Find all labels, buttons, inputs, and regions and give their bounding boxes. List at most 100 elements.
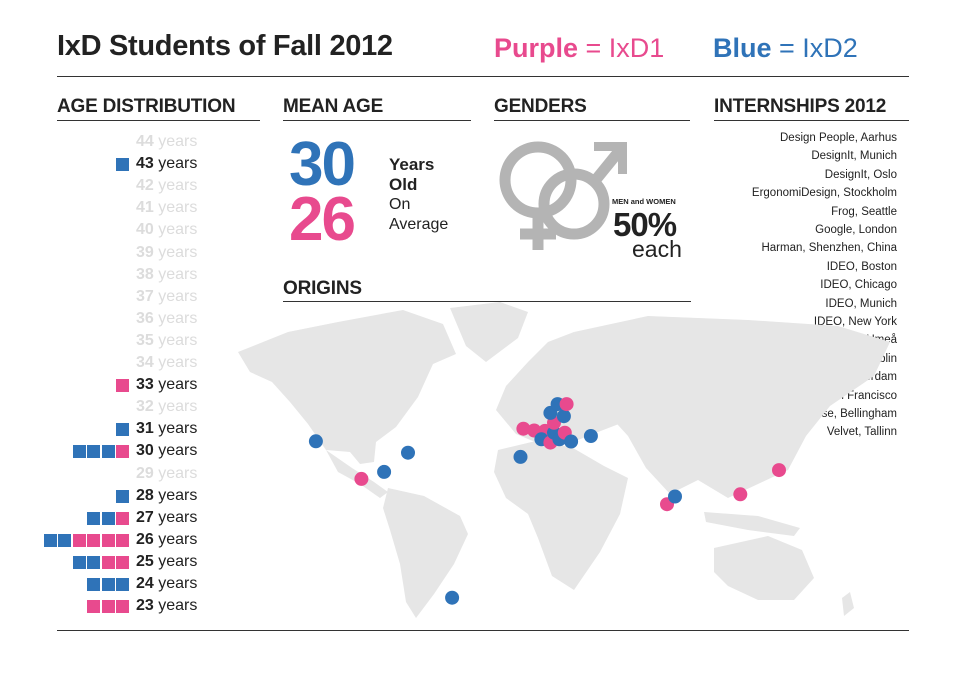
- ixd2-student-square: [116, 158, 129, 172]
- age-row-31: 31 years: [0, 420, 260, 442]
- age-distribution-chart: 44 years 43 years 42 years 41 years 40 years…: [0, 133, 270, 618]
- age-label: 28 years: [136, 487, 197, 505]
- age-label: 37 years: [136, 288, 197, 306]
- origin-dot: [668, 489, 682, 504]
- age-value: 40: [136, 221, 154, 239]
- age-unit: years: [153, 287, 198, 305]
- ixd1-student-square: [116, 555, 129, 569]
- age-value: 26: [136, 530, 154, 548]
- age-label: 25 years: [136, 553, 197, 571]
- age-row-33: 33 years: [0, 376, 260, 398]
- origin-dot: [556, 409, 571, 424]
- age-row-34: 34 years: [0, 354, 260, 376]
- internship-item: Frog, Seattle: [831, 205, 897, 218]
- age-row-24: 24 years: [0, 575, 260, 597]
- ixd1-student-square: [116, 511, 129, 525]
- age-unit: years: [153, 376, 198, 394]
- legend-ixd1-word: Purple: [494, 33, 579, 63]
- age-label: 36 years: [136, 310, 197, 328]
- age-row-23: 23 years: [0, 597, 260, 619]
- age-row-35: 35 years: [0, 332, 260, 354]
- legend-ixd2: Blue = IxD2: [713, 33, 858, 64]
- ixd1-student-square: [116, 445, 129, 459]
- age-unit: years: [153, 464, 198, 482]
- age-row-26: 26 years: [0, 531, 260, 553]
- age-row-30: 30 years: [0, 442, 260, 464]
- age-label: 41 years: [136, 199, 197, 217]
- age-value: 32: [136, 398, 154, 416]
- ixd2-student-square: [116, 423, 129, 437]
- age-value: 28: [136, 486, 154, 504]
- ixd2-student-square: [43, 533, 57, 547]
- mean-age-heading: MEAN AGE: [283, 96, 384, 117]
- age-value: 25: [136, 552, 154, 570]
- age-value: 38: [136, 265, 154, 283]
- age-row-39: 39 years: [0, 244, 260, 266]
- age-row-36: 36 years: [0, 310, 260, 332]
- age-unit: years: [153, 177, 198, 195]
- mean-age-line3: On: [389, 196, 411, 213]
- internship-item: IDEO, New York: [813, 316, 897, 328]
- age-label: 33 years: [136, 376, 197, 394]
- age-value: 42: [136, 177, 154, 195]
- legend-ixd2-word: Blue: [713, 33, 772, 63]
- age-label: 34 years: [136, 354, 197, 372]
- age-unit: years: [153, 155, 198, 173]
- legend-ixd1-text: = IxD1: [578, 33, 665, 63]
- internship-item: Harman, Shenzhen, China: [761, 242, 897, 255]
- origin-dots: [308, 397, 786, 605]
- age-unit: years: [153, 243, 198, 261]
- age-value: 43: [136, 155, 154, 173]
- age-label: 43 years: [136, 155, 197, 173]
- ixd1-student-square: [87, 533, 100, 547]
- age-row-25: 25 years: [0, 553, 260, 575]
- origin-dot: [513, 449, 528, 464]
- age-value: 36: [136, 309, 154, 327]
- age-value: 30: [136, 442, 154, 460]
- age-unit: years: [153, 552, 198, 570]
- age-unit: years: [153, 221, 198, 239]
- internship-item: IDEO, Chicago: [820, 279, 897, 292]
- page-title: IxD Students of Fall 2012: [57, 30, 393, 62]
- age-row-38: 38 years: [0, 266, 260, 288]
- age-row-29: 29 years: [0, 465, 260, 487]
- age-label: 26 years: [136, 531, 197, 549]
- age-unit: years: [153, 420, 198, 438]
- origin-dot: [583, 429, 598, 443]
- age-label: 42 years: [136, 177, 197, 195]
- ixd2-student-square: [72, 445, 86, 459]
- origin-dot: [401, 445, 415, 460]
- origin-dot: [516, 421, 531, 436]
- legend-ixd1: Purple = IxD1: [494, 33, 664, 64]
- title-divider: [57, 76, 909, 77]
- mean-age-ixd2-value: 30: [289, 130, 356, 199]
- age-value: 37: [136, 287, 154, 305]
- age-unit: years: [153, 486, 198, 504]
- genders-value: 50%: [613, 206, 677, 243]
- ixd2-student-square: [58, 533, 71, 547]
- internship-item: IDEO, Munich: [825, 297, 897, 310]
- age-row-28: 28 years: [0, 487, 260, 509]
- origin-dot: [354, 471, 369, 486]
- age-label: 40 years: [136, 221, 197, 239]
- age-label: 24 years: [136, 575, 197, 593]
- age-unit: years: [153, 597, 198, 615]
- age-value: 44: [136, 133, 154, 150]
- age-label: 23 years: [136, 597, 197, 615]
- internship-item: Design People, Aarhus: [780, 132, 897, 144]
- mean-age-line1: Years: [389, 155, 435, 174]
- age-value: 33: [136, 376, 154, 394]
- genders-divider: [494, 120, 690, 121]
- age-label: 29 years: [136, 465, 197, 483]
- origin-dot: [445, 590, 460, 605]
- mean-age-ixd1-value: 26: [289, 185, 356, 254]
- age-unit: years: [153, 199, 198, 217]
- age-unit: years: [153, 442, 198, 460]
- mean-age-line2: Old: [389, 175, 418, 194]
- age-row-44: 44 years: [0, 133, 260, 155]
- ixd2-student-square: [72, 555, 86, 569]
- internship-item: DesignIt, Munich: [811, 150, 897, 163]
- legend-ixd2-text: = IxD2: [771, 33, 858, 63]
- origin-dot: [733, 487, 748, 502]
- ixd1-student-square: [116, 533, 129, 547]
